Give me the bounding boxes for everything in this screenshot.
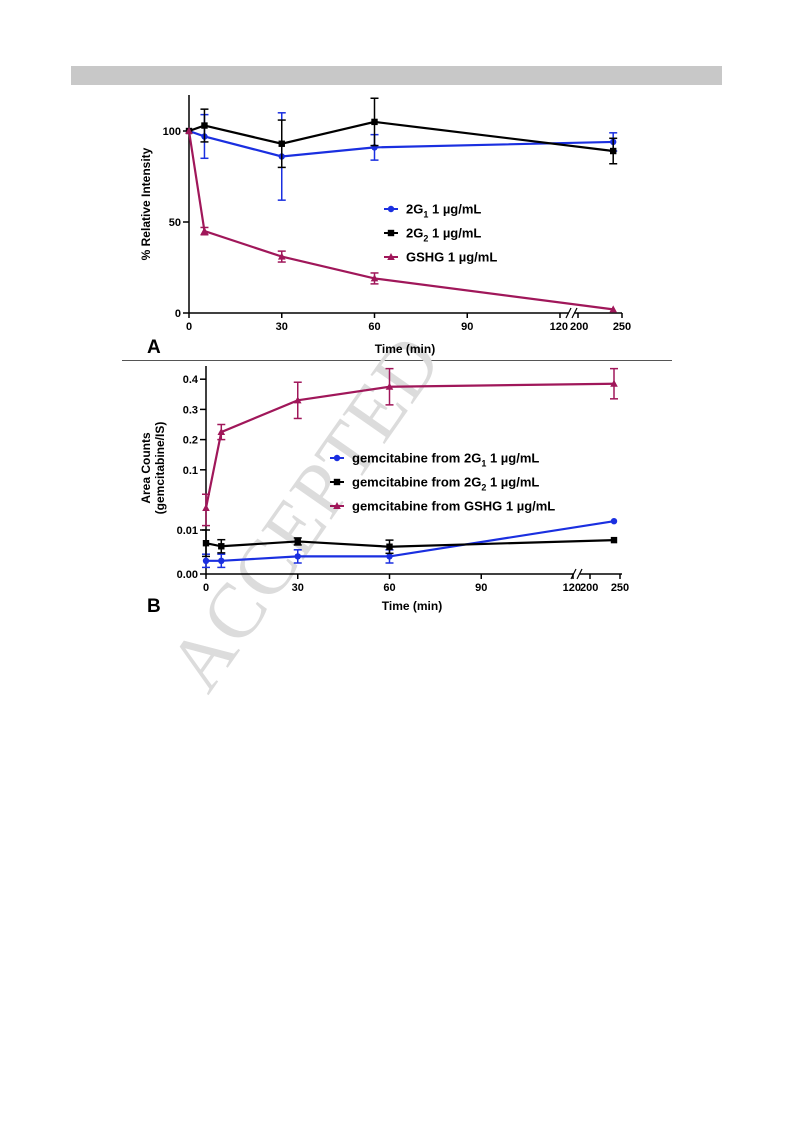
axis-break-mark: [571, 307, 578, 319]
x-tick-label: 0: [186, 321, 192, 333]
legend-label-2: GSHG 1 µg/mL: [406, 250, 497, 265]
x-axis-title: Time (min): [375, 342, 435, 356]
data-point-2-4: [610, 379, 618, 387]
x-tick-label: 250: [613, 321, 631, 333]
data-point-2-4: [609, 305, 617, 313]
x-tick-label: 60: [368, 321, 380, 333]
legend-marker-1: [333, 478, 341, 486]
y-tick-label: 0.01: [177, 525, 198, 537]
data-point-1-3: [386, 543, 393, 550]
y-axis-title-line2: (gemcitabine/IS): [153, 422, 167, 515]
legend-marker-0: [333, 454, 341, 462]
legend-label-0: 2G1 1 µg/mL: [406, 202, 481, 220]
x-tick-label: 90: [475, 582, 487, 594]
data-point-1-4: [610, 536, 618, 544]
x-tick-label: 250: [611, 582, 629, 594]
axis-break-mark: [565, 307, 572, 319]
series-line-2: [187, 130, 614, 311]
legend-label-0: gemcitabine from 2G1 1 µg/mL: [352, 451, 539, 469]
legend: gemcitabine from 2G1 1 µg/mL gemcitabine …: [330, 451, 555, 514]
legend-label-1: 2G2 1 µg/mL: [406, 226, 481, 244]
series-1: [185, 97, 618, 169]
x-tick-label: 120: [550, 321, 568, 333]
series-2: [202, 367, 618, 527]
legend-marker-1: [387, 229, 395, 237]
panel-label: A: [147, 337, 161, 358]
data-point-0-2: [294, 553, 301, 560]
legend-marker-2: [387, 253, 395, 260]
data-point-2-0: [202, 504, 210, 511]
x-tick-label: 0: [203, 582, 209, 594]
data-point-0-0: [202, 557, 210, 564]
legend-marker-2: [333, 502, 341, 509]
panel-divider: [122, 360, 672, 361]
series-1: [202, 529, 618, 558]
x-axis-title: Time (min): [382, 599, 442, 613]
x-tick-label: 30: [292, 582, 304, 594]
data-point-0-4: [610, 518, 618, 525]
panel-label: B: [147, 596, 161, 617]
y-tick-label: 0.2: [183, 435, 198, 447]
x-tick-label: 60: [383, 582, 395, 594]
data-point-2-2: [277, 252, 286, 260]
series-2: [185, 127, 617, 313]
data-point-1-2: [278, 140, 285, 147]
legend-label-1: gemcitabine from 2G2 1 µg/mL: [352, 475, 539, 493]
data-point-1-1: [218, 543, 225, 550]
x-tick-label: 200: [580, 582, 598, 594]
x-tick-label: 90: [461, 321, 473, 333]
data-point-2-3: [370, 274, 379, 282]
x-tick-label: 200: [570, 321, 588, 333]
y-tick-label: 0.3: [183, 404, 198, 416]
data-point-2-2: [293, 396, 302, 404]
data-point-2-0: [185, 127, 193, 134]
data-point-2-1: [200, 227, 209, 235]
legend: 2G1 1 µg/mL 2G2 1 µg/mL GSHG 1 µg/mL: [384, 202, 497, 265]
data-point-0-3: [386, 553, 393, 560]
y-tick-label: 0.00: [177, 569, 198, 581]
chart-a: 0 50 100 0 30 60 90 120 200 250 Time (min) % Relati…: [139, 95, 631, 358]
y-tick-label: 50: [169, 217, 181, 229]
data-point-1-3: [371, 118, 378, 126]
y-tick-label: 0.1: [183, 465, 198, 477]
y-axis-title-line1: Area Counts: [139, 432, 153, 504]
series-line-1: [205, 539, 615, 548]
x-tick-label: 30: [276, 321, 288, 333]
data-point-2-3: [385, 382, 394, 390]
data-point-2-1: [217, 428, 226, 436]
legend-marker-0: [387, 205, 395, 213]
data-point-0-1: [218, 557, 225, 564]
data-point-1-2: [294, 538, 301, 545]
y-tick-label: 0: [175, 308, 181, 320]
y-axis-title: % Relative Intensity: [139, 147, 153, 260]
data-point-1-4: [610, 147, 617, 155]
data-point-1-0: [202, 540, 210, 547]
y-tick-label: 100: [163, 126, 181, 138]
data-point-1-1: [201, 122, 208, 129]
y-tick-label: 0.4: [183, 374, 199, 386]
chart-b: 0.1 0.2 0.3 0.4 0.00 0.01 0 30 60 90 120 200 250 Time…: [139, 366, 629, 617]
legend-label-2: gemcitabine from GSHG 1 µg/mL: [352, 499, 555, 514]
header-bar: [71, 66, 722, 85]
x-tick-label: 120: [563, 582, 581, 594]
axis-break-mark: [576, 568, 583, 580]
